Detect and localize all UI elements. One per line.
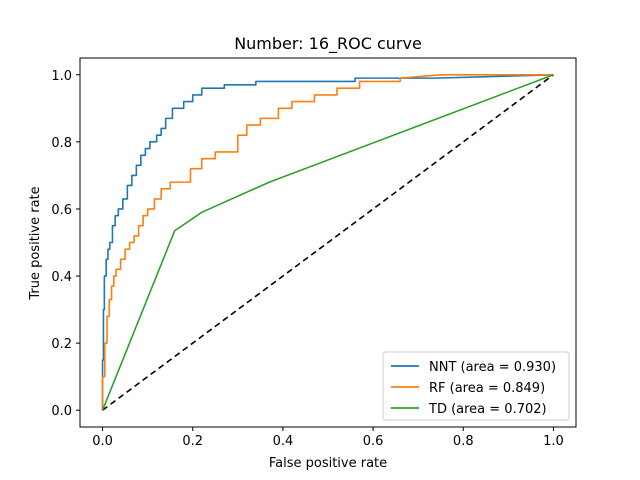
x-axis: 0.0 0.2 0.4 0.6 0.8 1.0 [92, 427, 564, 449]
axes-frame [79, 57, 577, 428]
x-axis-label: False positive rate [269, 456, 387, 471]
legend: NNT (area = 0.930) RF (area = 0.849) TD (a… [382, 351, 570, 421]
x-tick-label: 0.8 [453, 434, 474, 449]
legend-label: NNT (area = 0.930) [429, 360, 556, 375]
x-tick-label: 0.4 [273, 434, 294, 449]
reference-diagonal [102, 74, 554, 411]
x-tick-label: 0.6 [363, 434, 384, 449]
plot-area [79, 57, 577, 428]
legend-label: TD (area = 0.702) [428, 402, 547, 417]
chart-title: Number: 16_ROC curve [234, 34, 422, 54]
x-tick-label: 0.0 [92, 434, 113, 449]
y-axis-label: True positive rate [28, 186, 43, 300]
series-layer [101, 73, 554, 411]
x-tick-label: 0.2 [182, 434, 203, 449]
legend-box [382, 351, 570, 421]
x-tick-label: 1.0 [543, 434, 564, 449]
chance-line [102, 74, 554, 411]
y-tick-label: 0.0 [51, 404, 72, 419]
y-tick-label: 0.6 [51, 203, 72, 218]
y-tick-label: 0.2 [51, 337, 72, 352]
y-tick-label: 1.0 [51, 69, 72, 84]
y-tick-label: 0.4 [51, 270, 72, 285]
y-tick-label: 0.8 [51, 136, 72, 151]
series-line-nnt [101, 73, 554, 411]
legend-label: RF (area = 0.849) [429, 381, 545, 396]
y-axis: 0.0 0.2 0.4 0.6 0.8 1.0 [51, 69, 80, 419]
series-line-rf [101, 73, 554, 411]
series-line-td [101, 74, 554, 411]
